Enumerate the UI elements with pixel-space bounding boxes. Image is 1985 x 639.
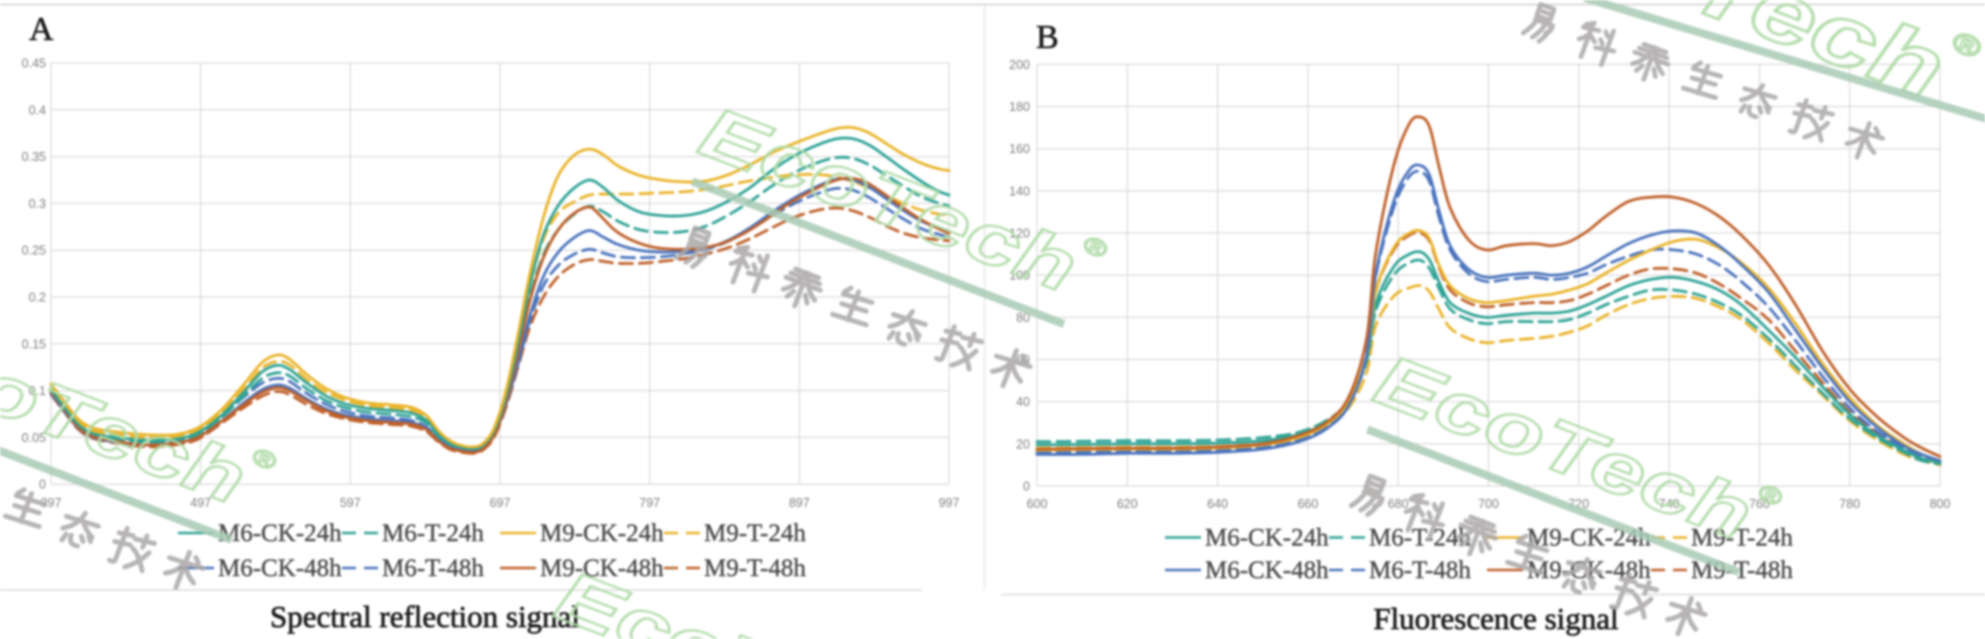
svg-text:780: 780 [1839, 497, 1860, 511]
svg-text:M6-CK-48h: M6-CK-48h [218, 555, 342, 582]
svg-text:100: 100 [1009, 269, 1030, 283]
svg-text:M9-CK-48h: M9-CK-48h [540, 555, 664, 582]
svg-text:800: 800 [1930, 497, 1951, 511]
svg-text:740: 740 [1659, 497, 1680, 511]
svg-text:597: 597 [340, 496, 361, 510]
svg-text:M9-T-24h: M9-T-24h [704, 520, 806, 547]
svg-text:M9-T-48h: M9-T-48h [704, 555, 806, 582]
svg-text:497: 497 [190, 496, 211, 510]
svg-text:0.1: 0.1 [29, 384, 46, 398]
svg-text:897: 897 [789, 496, 810, 510]
svg-text:Spectral reflection signal: Spectral reflection signal [270, 599, 580, 634]
svg-text:660: 660 [1297, 497, 1318, 511]
svg-text:140: 140 [1009, 184, 1030, 198]
svg-text:M9-T-24h: M9-T-24h [1691, 525, 1793, 552]
svg-text:M6-T-48h: M6-T-48h [1369, 557, 1471, 584]
svg-text:M6-T-48h: M6-T-48h [382, 555, 484, 582]
svg-text:0.3: 0.3 [29, 197, 46, 211]
svg-text:40: 40 [1016, 395, 1030, 409]
svg-text:0.2: 0.2 [29, 291, 46, 305]
svg-text:180: 180 [1009, 100, 1030, 114]
svg-text:A: A [29, 11, 54, 48]
svg-text:M6-T-24h: M6-T-24h [382, 520, 484, 547]
svg-text:997: 997 [939, 496, 960, 510]
svg-text:0.4: 0.4 [29, 103, 46, 117]
svg-text:0: 0 [39, 478, 46, 492]
svg-text:797: 797 [639, 496, 660, 510]
svg-text:640: 640 [1207, 497, 1228, 511]
svg-text:700: 700 [1478, 497, 1499, 511]
svg-text:0.15: 0.15 [22, 337, 46, 351]
svg-text:M6-CK-24h: M6-CK-24h [218, 520, 342, 547]
svg-text:M6-CK-48h: M6-CK-48h [1205, 557, 1329, 584]
svg-text:697: 697 [490, 496, 511, 510]
svg-text:200: 200 [1009, 58, 1030, 72]
svg-text:600: 600 [1027, 497, 1048, 511]
svg-text:680: 680 [1388, 497, 1409, 511]
svg-text:620: 620 [1117, 497, 1138, 511]
svg-text:M6-T-24h: M6-T-24h [1369, 525, 1471, 552]
svg-text:20: 20 [1016, 437, 1030, 451]
svg-text:0.25: 0.25 [22, 244, 46, 258]
svg-text:B: B [1036, 19, 1059, 56]
svg-text:0: 0 [1023, 480, 1030, 494]
svg-text:0.35: 0.35 [22, 150, 46, 164]
svg-text:Fluorescence signal: Fluorescence signal [1373, 601, 1618, 636]
svg-text:760: 760 [1749, 497, 1770, 511]
svg-text:0.05: 0.05 [22, 431, 46, 445]
svg-text:0.45: 0.45 [22, 57, 46, 71]
svg-text:120: 120 [1009, 227, 1030, 241]
svg-text:M9-CK-24h: M9-CK-24h [540, 520, 664, 547]
svg-text:M6-CK-24h: M6-CK-24h [1205, 525, 1329, 552]
svg-text:80: 80 [1016, 311, 1030, 325]
svg-text:160: 160 [1009, 142, 1030, 156]
